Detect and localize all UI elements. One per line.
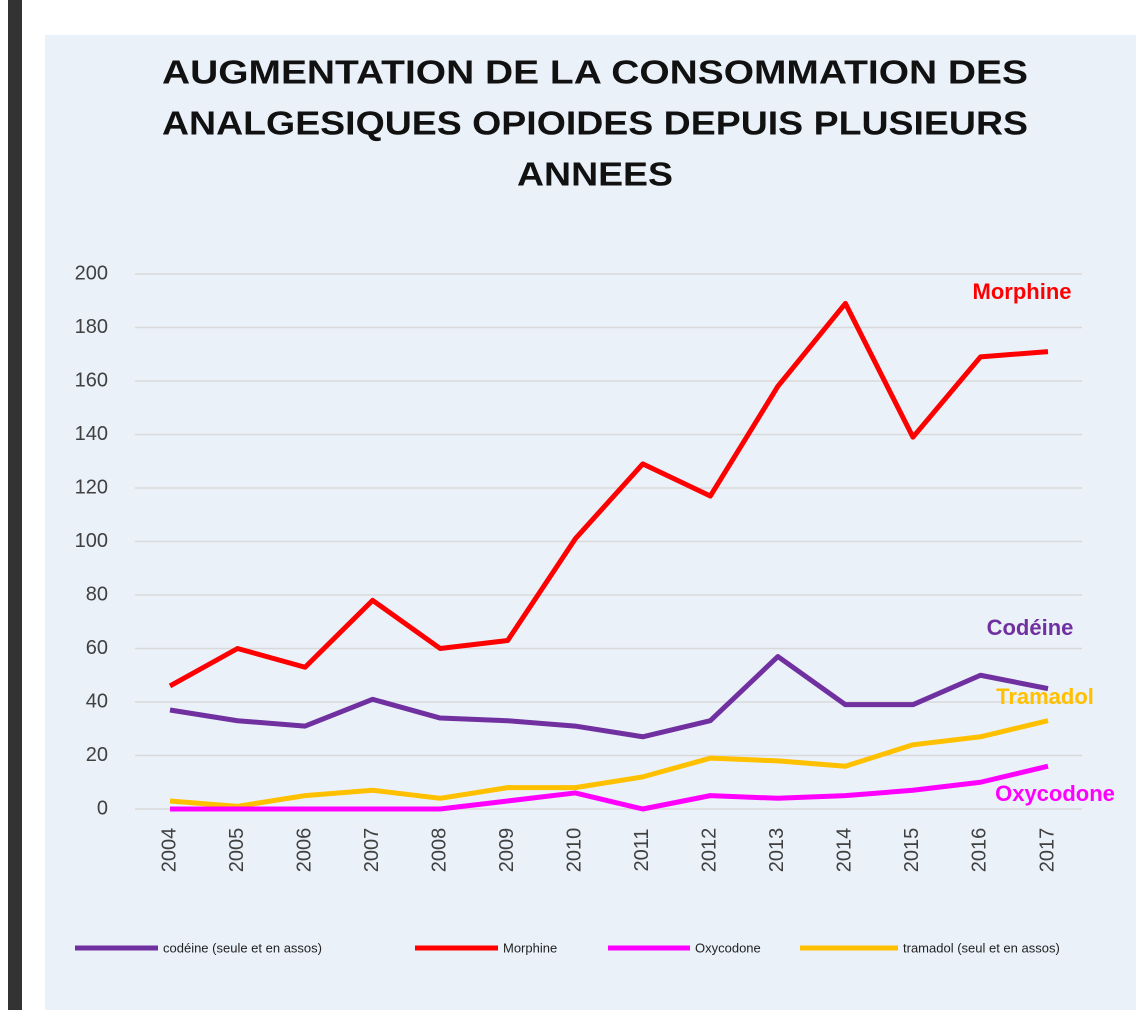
chart-title: ANNEES (517, 156, 673, 193)
y-tick-label: 0 (97, 797, 108, 819)
y-tick-label: 200 (75, 262, 108, 284)
side-bar (8, 0, 22, 1010)
y-tick-label: 100 (75, 530, 108, 552)
x-tick-label: 2004 (158, 828, 180, 873)
data-line (169, 718, 1049, 809)
annotation: Tramadol (996, 684, 1094, 709)
y-tick-label: 80 (86, 583, 108, 605)
y-tick-label: 40 (86, 690, 108, 712)
x-tick-label: 2012 (699, 828, 721, 873)
x-tick-label: 2008 (428, 828, 450, 873)
y-tick-label: 20 (86, 744, 108, 766)
annotation: Morphine (973, 279, 1072, 304)
x-tick-label: 2005 (226, 828, 248, 873)
legend-label: Morphine (503, 940, 557, 955)
chart-title: ANALGESIQUES OPIOIDES DEPUIS PLUSIEURS (162, 105, 1028, 142)
annotation: Oxycodone (995, 781, 1115, 806)
legend-label: tramadol (seul et en assos) (903, 940, 1060, 955)
y-tick-label: 160 (75, 369, 108, 391)
x-tick-label: 2010 (564, 828, 586, 873)
x-tick-label: 2011 (631, 828, 653, 871)
y-tick-label: 140 (75, 423, 108, 445)
x-tick-label: 2007 (361, 828, 383, 873)
x-tick-label: 2006 (293, 828, 315, 873)
legend-label: Oxycodone (695, 940, 761, 955)
legend-label: codéine (seule et en assos) (163, 940, 322, 955)
y-tick-label: 180 (75, 316, 108, 338)
data-line (170, 763, 1049, 812)
annotation: Codéine (987, 615, 1074, 640)
chart-title: AUGMENTATION DE LA CONSOMMATION DES (162, 54, 1028, 91)
x-tick-label: 2013 (766, 828, 788, 873)
x-tick-label: 2017 (1036, 828, 1058, 873)
x-tick-label: 2015 (901, 828, 923, 873)
y-tick-label: 60 (86, 637, 108, 659)
x-tick-label: 2014 (834, 828, 856, 873)
x-tick-label: 2016 (969, 828, 991, 873)
x-tick-label: 2009 (496, 828, 518, 873)
data-line (168, 300, 1049, 689)
data-line (169, 654, 1049, 740)
y-tick-label: 120 (75, 476, 108, 498)
